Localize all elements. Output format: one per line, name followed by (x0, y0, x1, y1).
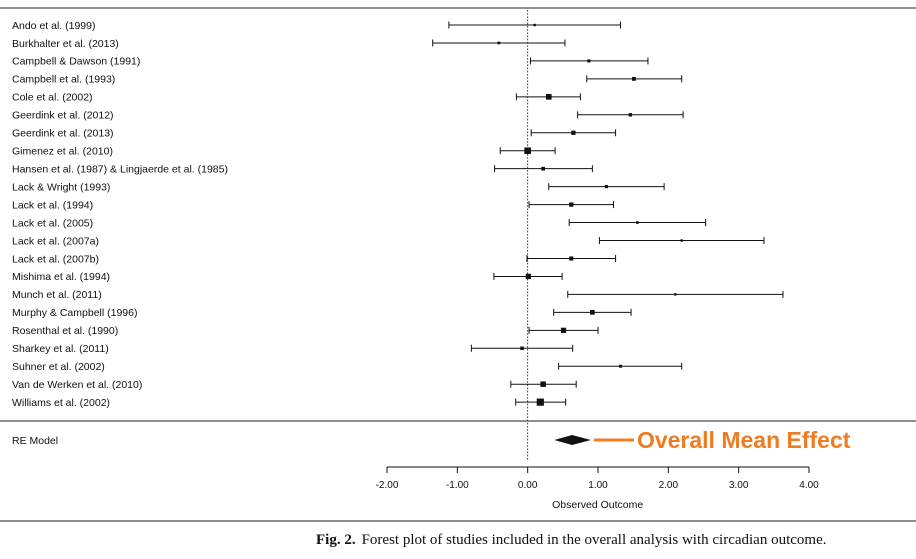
point-estimate (540, 381, 546, 387)
point-estimate (536, 398, 544, 406)
study-row (530, 129, 617, 137)
point-estimate (636, 221, 639, 224)
study-row (528, 201, 614, 209)
tick-label: -2.00 (376, 480, 399, 491)
point-estimate (628, 113, 633, 117)
study-row (568, 219, 707, 227)
tick-label: -1.00 (446, 480, 469, 491)
study-label: Gimenez et al. (2010) (12, 146, 113, 158)
study-label: Sharkey et al. (2011) (12, 343, 109, 355)
study-row (526, 254, 617, 262)
study-label: Rosenthal et al. (1990) (12, 325, 118, 337)
study-row (548, 183, 665, 191)
point-estimate (569, 202, 574, 207)
study-label: Geerdink et al. (2012) (12, 110, 114, 122)
study-label: Mishima et al. (1994) (12, 271, 110, 283)
study-row (493, 272, 563, 280)
study-label: Munch et al. (2011) (12, 289, 102, 301)
study-row (577, 111, 684, 119)
study-labels: Ando et al. (1999) Burkhalter et al. (201… (12, 20, 228, 409)
study-label: Hansen et al. (1987) & Lingjaerde et al.… (12, 163, 228, 175)
point-estimate (569, 256, 574, 261)
tick-label: 3.00 (729, 480, 749, 491)
point-estimate (520, 346, 524, 351)
x-axis-title: Observed Outcome (552, 499, 643, 511)
point-estimate (590, 310, 595, 315)
point-estimate (674, 293, 677, 296)
summary-label: RE Model (12, 435, 58, 447)
study-row (515, 93, 581, 101)
study-row (510, 380, 577, 388)
caption-label: Fig. 2. (316, 532, 356, 548)
point-estimate (524, 147, 531, 154)
study-marks (432, 21, 784, 406)
study-label: Williams et al. (2002) (12, 397, 110, 409)
summary-group: RE Model (12, 435, 591, 447)
study-label: Cole et al. (2002) (12, 92, 93, 104)
figure-caption: Fig. 2. Forest plot of studies included i… (316, 530, 916, 550)
study-row (558, 362, 683, 370)
study-row (529, 57, 649, 65)
point-estimate (631, 76, 636, 81)
point-estimate (560, 327, 567, 333)
study-label: Ando et al. (1999) (12, 20, 95, 32)
study-label: Lack et al. (2007a) (12, 235, 99, 247)
point-estimate (571, 130, 576, 135)
study-row (432, 39, 566, 47)
point-estimate (680, 239, 683, 242)
study-label: Campbell et al. (1993) (12, 74, 115, 86)
tick-label: 0.00 (518, 480, 538, 491)
study-row (448, 21, 622, 29)
tick-label: 2.00 (659, 480, 679, 491)
summary-diamond (554, 435, 591, 445)
study-label: Suhner et al. (2002) (12, 361, 105, 373)
study-row (499, 147, 556, 155)
point-estimate (525, 273, 532, 280)
study-label: Lack et al. (1994) (12, 199, 93, 211)
study-row (567, 290, 784, 298)
study-row (515, 398, 567, 406)
study-label: Geerdink et al. (2013) (12, 128, 114, 140)
x-axis: -2.00 -1.00 0.00 1.00 2.00 3.00 4.00 Observed O… (376, 466, 819, 511)
point-estimate (604, 185, 608, 189)
study-row (598, 237, 765, 245)
tick-label: 1.00 (588, 480, 608, 491)
study-label: Burkhalter et al. (2013) (12, 38, 119, 50)
point-estimate (497, 41, 501, 45)
point-estimate (545, 94, 552, 100)
point-estimate (619, 364, 622, 368)
point-estimate (587, 59, 591, 63)
point-estimate (541, 166, 545, 171)
study-label: Lack et al. (2007b) (12, 253, 99, 265)
forest-plot: Ando et al. (1999) Burkhalter et al. (201… (0, 7, 916, 522)
study-row (494, 165, 593, 173)
study-label: Campbell & Dawson (1991) (12, 56, 140, 68)
tick-label: 4.00 (799, 480, 819, 491)
study-row (528, 326, 599, 334)
study-label: Murphy & Campbell (1996) (12, 307, 137, 319)
study-label: Van de Werken et al. (2010) (12, 379, 142, 391)
point-estimate (533, 23, 536, 27)
caption-text: Forest plot of studies included in the o… (361, 532, 827, 548)
study-row (553, 308, 632, 316)
annotation-text: Overall Mean Effect (637, 427, 851, 453)
plot-frame (0, 7, 916, 522)
annotation-group: Overall Mean Effect (593, 427, 851, 453)
study-label: Lack et al. (2005) (12, 217, 93, 229)
study-label: Lack & Wright (1993) (12, 181, 110, 193)
study-row (470, 344, 574, 352)
study-row (586, 75, 683, 83)
